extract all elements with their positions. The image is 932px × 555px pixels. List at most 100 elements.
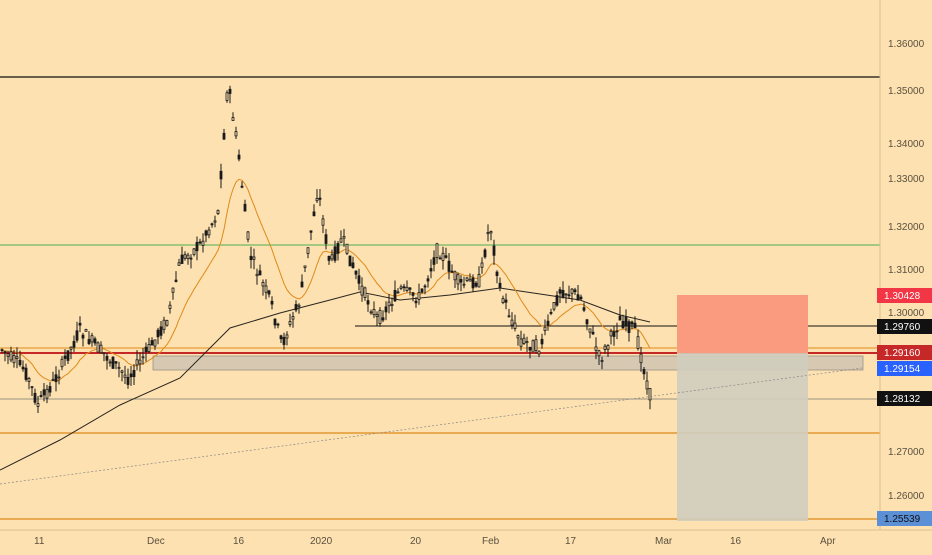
candle-body <box>189 257 193 260</box>
candle-body <box>12 355 16 364</box>
candle-body <box>603 345 607 350</box>
candle-body <box>225 92 229 101</box>
candle-body <box>147 344 151 352</box>
candle-body <box>222 132 226 140</box>
moving-average-slow <box>0 287 651 471</box>
candle-body <box>255 273 259 277</box>
candle-body <box>528 346 532 351</box>
candle-body <box>195 241 199 252</box>
candle-body <box>3 351 7 354</box>
candle-body <box>126 376 130 385</box>
candle-body <box>537 350 541 355</box>
time-axis-tick: Mar <box>655 536 673 547</box>
candle-body <box>555 295 559 306</box>
candle-body <box>606 345 610 350</box>
price-axis-tick: 1.31000 <box>888 265 925 276</box>
candle-body <box>153 339 157 347</box>
candle-body <box>318 197 322 200</box>
candle-body <box>534 339 538 351</box>
candle-body <box>438 257 442 260</box>
candle-body <box>429 268 433 272</box>
price-tag-29160[interactable]: 1.29160 <box>877 345 932 360</box>
candle-body <box>546 320 550 326</box>
candle-body <box>117 366 121 369</box>
candle-body <box>174 279 178 282</box>
candle-body <box>480 262 484 268</box>
candle-body <box>0 349 4 352</box>
candle-body <box>411 292 415 296</box>
candle-body <box>105 355 109 361</box>
candle-body <box>384 306 388 313</box>
candle-body <box>243 203 247 212</box>
price-tag-label: 1.29760 <box>884 322 921 333</box>
time-axis[interactable]: 11 Dec 16 2020 20 Feb 17 Mar 16 Apr <box>0 529 932 547</box>
candle-body <box>9 351 13 361</box>
candle-body <box>327 255 331 261</box>
candle-body <box>240 185 244 188</box>
candle-body <box>351 262 355 268</box>
time-axis-tick: 11 <box>34 536 45 547</box>
candle-body <box>525 341 529 344</box>
candle-body <box>462 283 466 286</box>
candle-body <box>87 339 91 344</box>
candle-body <box>66 350 70 361</box>
candle-body <box>297 304 301 307</box>
price-tag-label: 1.25539 <box>884 514 921 525</box>
candle-body <box>177 262 181 266</box>
price-axis[interactable]: 1.36000 1.35000 1.34000 1.33000 1.32000 … <box>879 0 925 530</box>
current-price-tag[interactable]: 1.29154 <box>877 361 932 376</box>
candle-body <box>42 389 46 396</box>
candle-body <box>132 369 136 377</box>
candle-body <box>21 366 25 370</box>
price-tag-25539[interactable]: 1.25539 <box>877 511 932 526</box>
candle-body <box>51 378 55 381</box>
moving-average-fast <box>1 178 651 382</box>
price-tag-29760[interactable]: 1.29760 <box>877 319 932 334</box>
candle-body <box>393 289 397 302</box>
candle-body <box>639 353 643 364</box>
candle-body <box>111 356 115 369</box>
candle-body <box>279 335 283 340</box>
candle-body <box>615 330 619 333</box>
price-tag-bg <box>877 345 932 360</box>
candle-body <box>324 234 328 244</box>
candle-body <box>156 329 160 338</box>
candle-body <box>48 386 52 393</box>
candle-body <box>108 361 112 364</box>
candle-body <box>495 271 499 277</box>
candle-body <box>228 88 232 94</box>
price-axis-tick: 1.33000 <box>888 174 925 185</box>
candle-body <box>549 311 553 314</box>
stop-loss-box[interactable] <box>677 295 808 353</box>
candle-body <box>621 320 625 329</box>
candle-body <box>321 218 325 226</box>
dotted-trendline[interactable] <box>0 367 863 485</box>
candle-body <box>357 275 361 284</box>
candle-body <box>396 291 400 294</box>
candle-body <box>342 235 346 239</box>
take-profit-box[interactable] <box>677 353 808 521</box>
candle-body <box>90 335 94 343</box>
candle-body <box>564 293 568 296</box>
time-axis-tick: 16 <box>730 536 742 547</box>
time-axis-tick: Feb <box>482 536 500 547</box>
price-tag-30428[interactable]: 1.30428 <box>877 288 932 303</box>
candle-body <box>288 321 292 325</box>
candle-body <box>363 287 367 298</box>
candle-body <box>366 300 370 305</box>
price-axis-tick: 1.34000 <box>888 139 925 150</box>
candle-body <box>216 209 220 214</box>
time-axis-tick: 17 <box>565 536 577 547</box>
candle-body <box>459 278 463 283</box>
candle-body <box>630 321 634 325</box>
candle-body <box>312 211 316 217</box>
candle-body <box>84 329 88 332</box>
candle-body <box>309 230 313 233</box>
candle-body <box>591 331 595 335</box>
candle-body <box>426 278 430 282</box>
price-tag-28132[interactable]: 1.28132 <box>877 391 932 406</box>
candle-body <box>420 288 424 293</box>
candle-body <box>264 285 268 293</box>
